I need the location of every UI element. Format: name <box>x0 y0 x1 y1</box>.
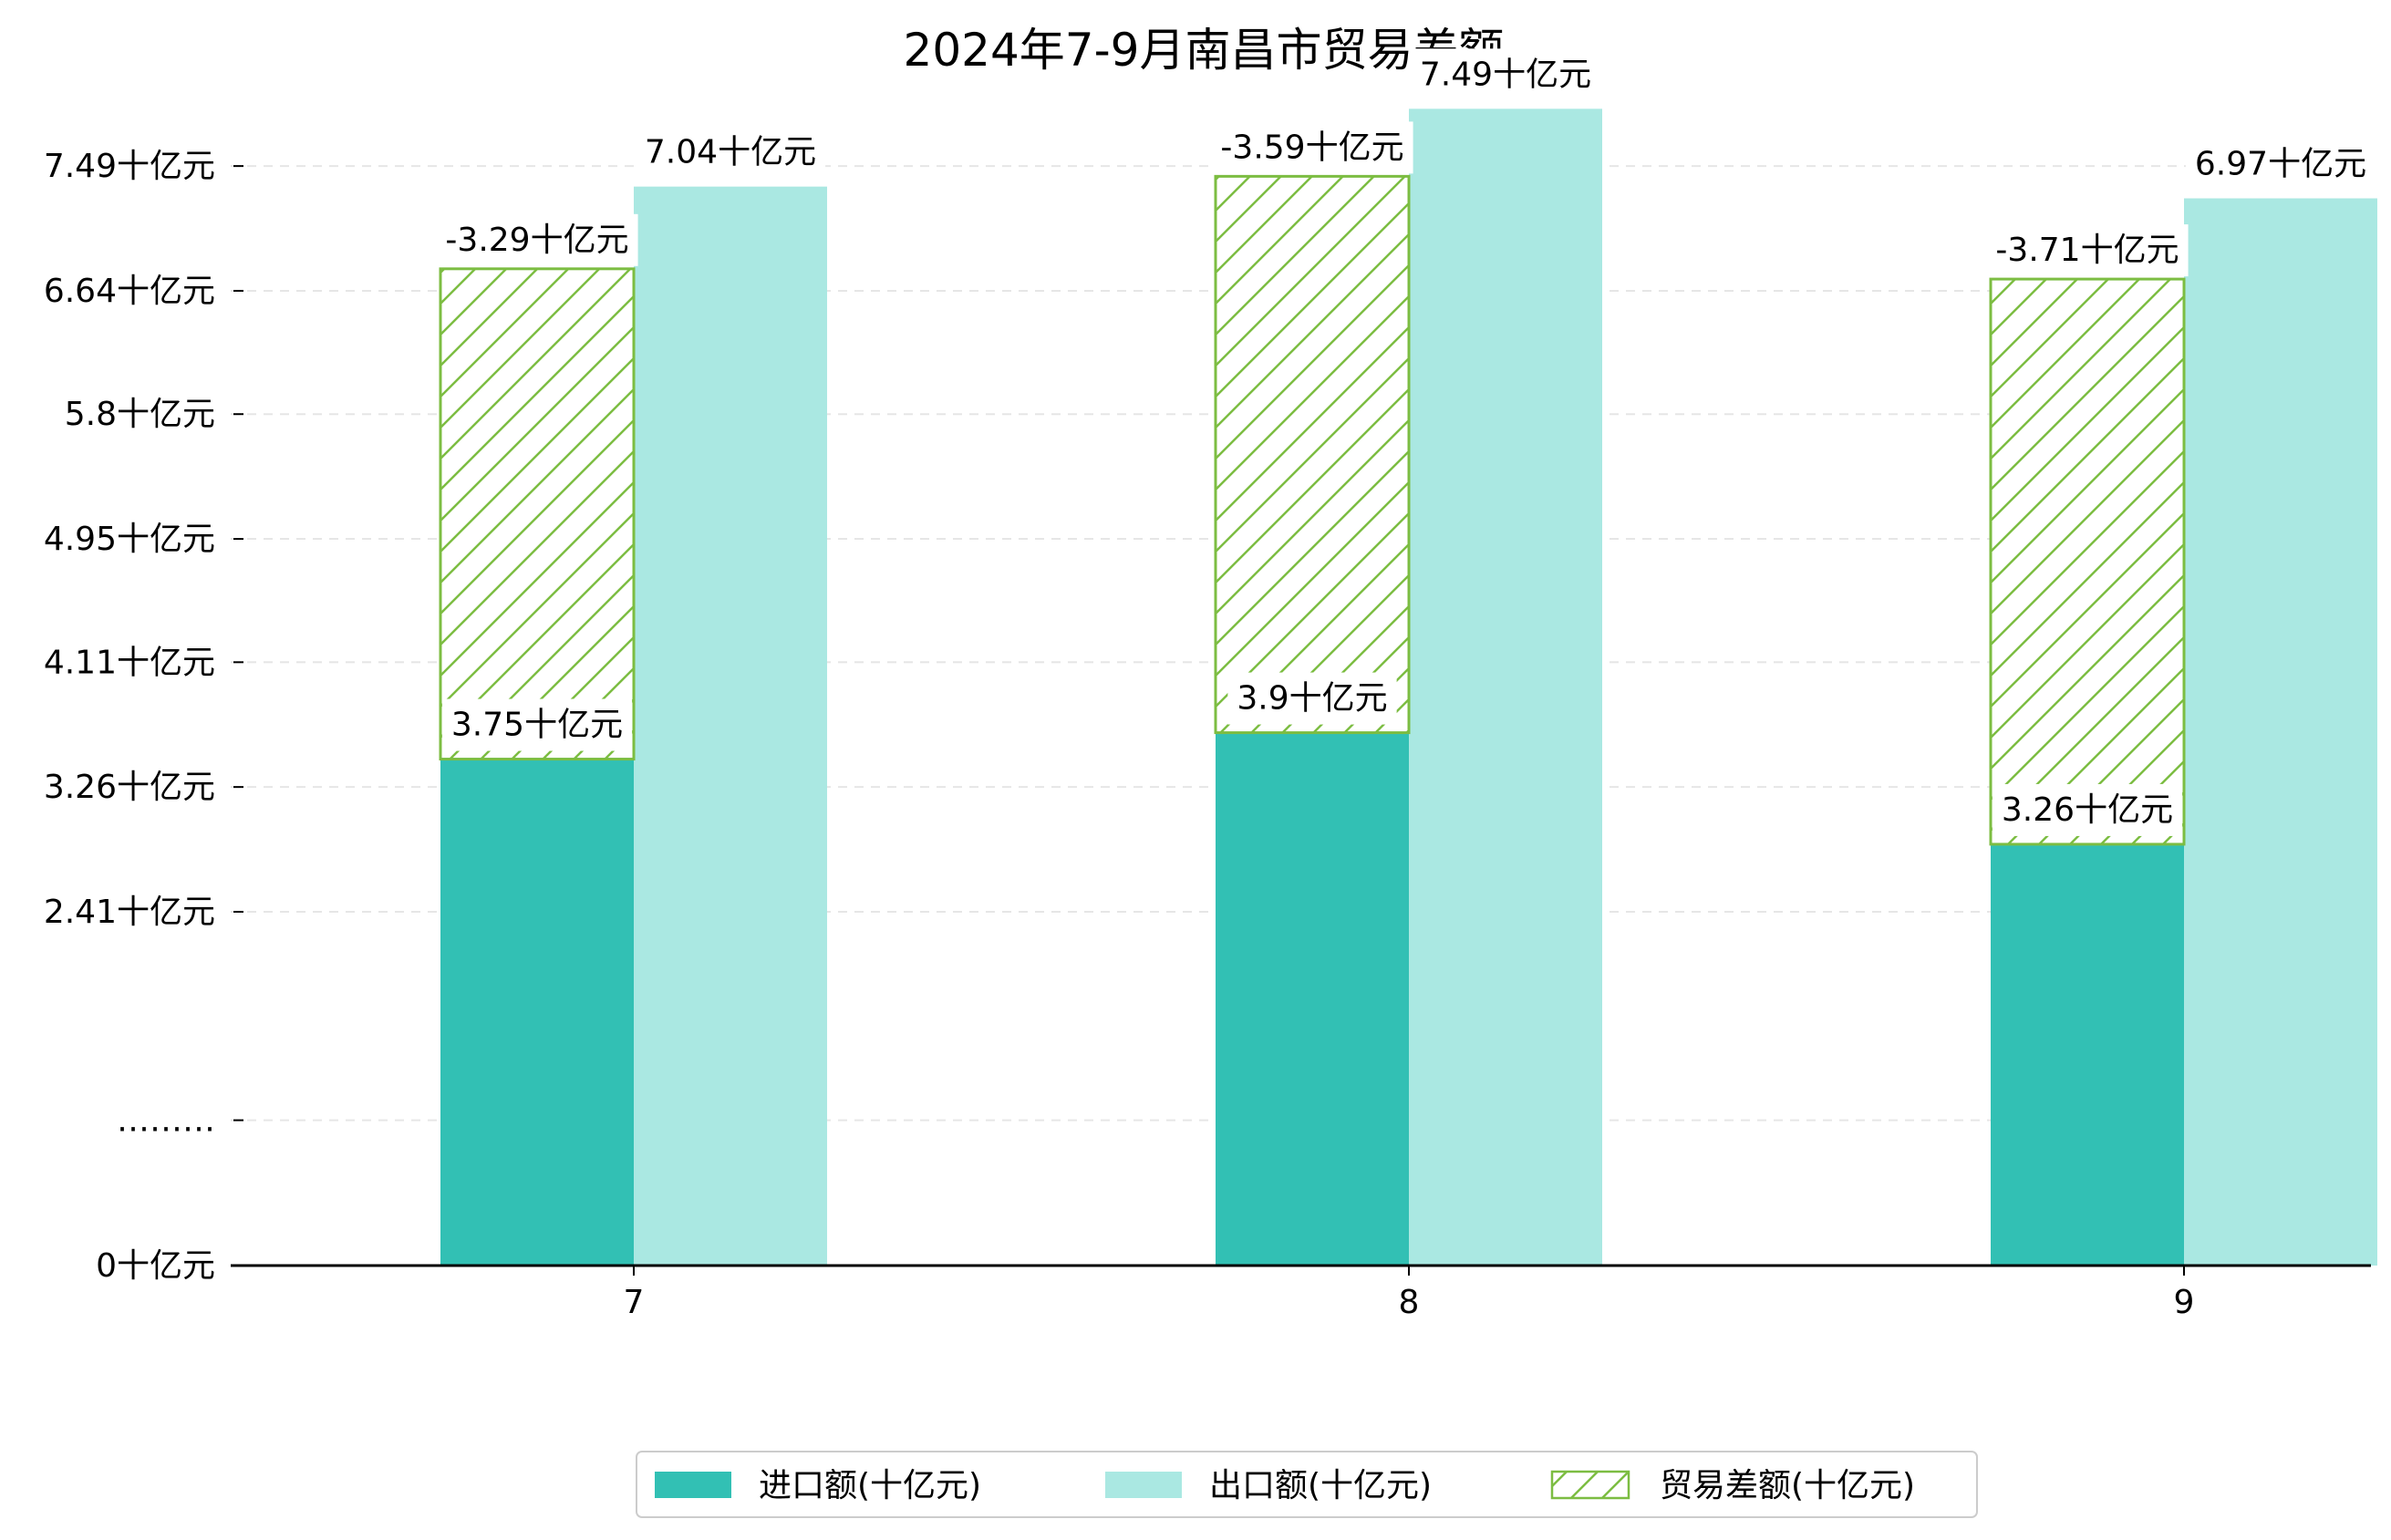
label-import-bg <box>441 698 633 751</box>
label-export: 7.04十亿元 <box>645 134 816 171</box>
label-import: 3.26十亿元 <box>2002 791 2173 829</box>
bar-balance <box>439 267 636 761</box>
x-tick-label: 7 <box>624 1284 645 1321</box>
label-balance-bg <box>1986 224 2189 277</box>
y-tick-label: ……… <box>117 1102 215 1140</box>
label-balance: -3.71十亿元 <box>1995 232 2179 269</box>
legend: 进口额(十亿元) 出口额(十亿元) 贸易差额(十亿元) <box>636 1451 1978 1518</box>
label-export-bg <box>2185 138 2376 191</box>
label-export-group: 6.97十亿元 <box>2185 138 2376 191</box>
bar-import <box>1991 843 2184 1266</box>
label-export-bg <box>635 126 826 179</box>
label-import: 3.75十亿元 <box>451 707 623 744</box>
bars <box>439 109 2377 1266</box>
x-axis: 7 8 9 <box>231 1264 2371 1321</box>
label-export: 7.49十亿元 <box>1420 56 1591 93</box>
label-import-bg <box>1992 783 2183 836</box>
label-balance-bg <box>436 213 638 266</box>
label-balance-group: -3.71十亿元 <box>1986 224 2189 277</box>
label-export: 6.97十亿元 <box>2195 146 2366 183</box>
label-export-group: 7.04十亿元 <box>635 126 826 179</box>
y-tick-label: 4.11十亿元 <box>44 644 215 681</box>
y-axis: 0十亿元 ……… 2.41十亿元 3.26十亿元 4.11十亿元 4.95十亿元 5.8十亿… <box>44 148 243 1285</box>
y-tick-label: 3.26十亿元 <box>44 769 215 806</box>
label-export-group: 7.49十亿元 <box>1410 48 1601 101</box>
label-export-bg <box>1410 48 1601 101</box>
label-balance: -3.59十亿元 <box>1220 129 1403 166</box>
label-import-bg <box>1227 672 1397 725</box>
label-balance-group: -3.29十亿元 <box>436 213 638 266</box>
bar-import <box>440 759 634 1266</box>
data-labels: 3.75十亿元 7.04十亿元 -3.29十亿元 3.9十亿元 7.49十亿元 -3.59… <box>436 48 2376 836</box>
y-tick-label: 6.64十亿元 <box>44 273 215 310</box>
legend-swatch-balance <box>1550 1470 1630 1500</box>
y-tick-label: 0十亿元 <box>96 1247 215 1285</box>
y-tick-label: 7.49十亿元 <box>44 148 215 185</box>
bar-export <box>1409 109 1602 1266</box>
label-balance-bg <box>1211 121 1413 174</box>
bar-balance <box>1214 174 1411 735</box>
bar-export <box>2184 198 2377 1266</box>
legend-box <box>636 1451 1978 1518</box>
legend-label-import: 进口额(十亿元) <box>759 1467 981 1504</box>
y-tick-label: 2.41十亿元 <box>44 894 215 931</box>
bar-balance <box>1989 277 2186 846</box>
bar-export <box>634 186 827 1266</box>
label-import-group: 3.75十亿元 <box>441 698 633 751</box>
label-import-group: 3.9十亿元 <box>1227 672 1397 725</box>
label-import: 3.9十亿元 <box>1237 680 1387 718</box>
y-tick-label: 5.8十亿元 <box>65 396 215 433</box>
legend-label-balance: 贸易差额(十亿元) <box>1660 1467 1915 1504</box>
bar-import <box>1216 732 1409 1266</box>
y-tick-label: 4.95十亿元 <box>44 521 215 558</box>
legend-swatch-export <box>1105 1472 1182 1498</box>
label-balance: -3.29十亿元 <box>445 222 628 259</box>
legend-swatch-import <box>655 1472 731 1498</box>
x-tick-label: 8 <box>1399 1284 1420 1321</box>
label-balance-group: -3.59十亿元 <box>1211 121 1413 174</box>
chart-title: 2024年7-9月南昌市贸易差额 <box>904 24 1505 77</box>
x-tick-label: 9 <box>2174 1284 2195 1321</box>
label-import-group: 3.26十亿元 <box>1992 783 2183 836</box>
legend-label-export: 出口额(十亿元) <box>1209 1467 1432 1504</box>
